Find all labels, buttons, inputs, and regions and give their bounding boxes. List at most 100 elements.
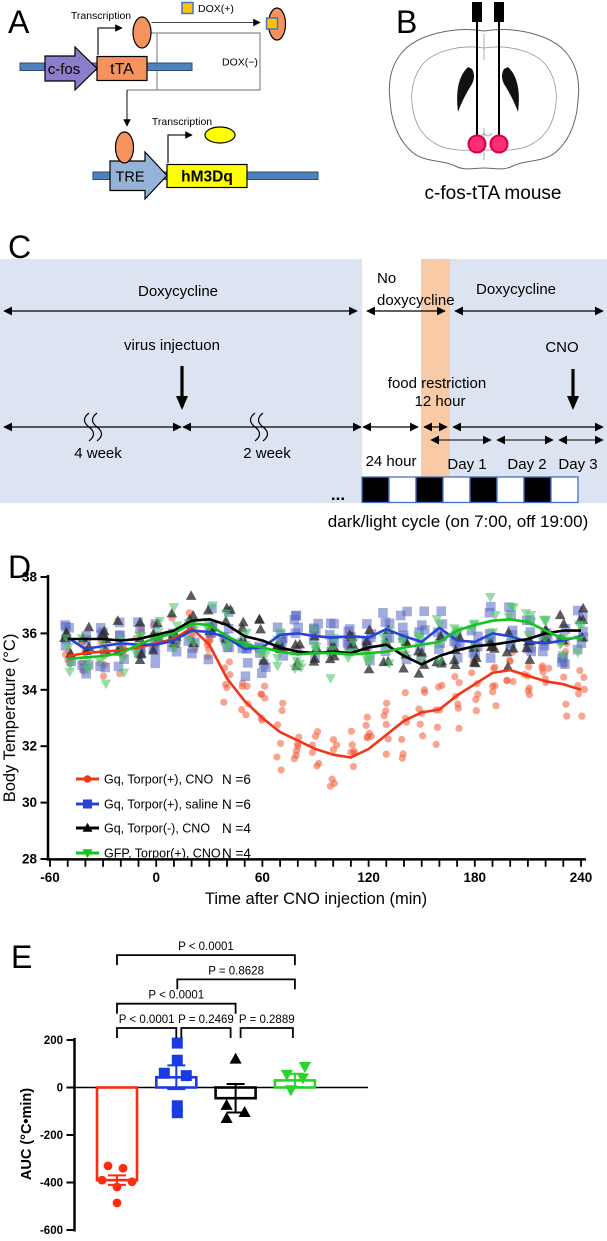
scatter-point	[378, 608, 388, 618]
legend-n-label: N =4	[222, 821, 251, 836]
light-phase-square	[388, 476, 417, 504]
scatter-point	[503, 612, 515, 623]
left-injection-site	[467, 134, 487, 154]
scatter-point	[431, 615, 443, 625]
scatter-point	[134, 654, 146, 665]
scatter-point	[415, 657, 427, 668]
scatter-point	[363, 713, 371, 721]
scatter-point	[468, 669, 476, 677]
scatter-point	[254, 613, 265, 624]
scatter-point	[277, 766, 285, 774]
scatter-point	[136, 648, 147, 658]
scatter-point	[257, 690, 265, 698]
e-data-point	[220, 1111, 233, 1123]
legend-label: Gq, Torpor(+), CNO	[104, 773, 213, 787]
scatter-point	[434, 657, 445, 668]
panel-d-label: D	[8, 549, 31, 585]
e-y-axis-title: AUC (°C•min)	[19, 1088, 35, 1180]
light-phase-square	[496, 476, 525, 504]
d-y-tick-label: 34	[22, 682, 38, 697]
scatter-point	[185, 590, 197, 600]
food-restriction-band	[421, 259, 450, 503]
scatter-point	[398, 622, 408, 633]
d-y-axis-title: Body Temperature (°C)	[1, 634, 19, 803]
scatter-point	[415, 705, 423, 713]
scatter-point	[240, 671, 251, 682]
no-dox-label-line1: No	[377, 270, 396, 287]
right-ventricle	[502, 67, 519, 112]
scatter-point	[224, 640, 235, 650]
e-p-value-label: P < 0.0001	[148, 990, 204, 1002]
dox-bound-square	[265, 17, 279, 30]
no-dox-label-line2: doxycycline	[377, 292, 455, 309]
scatter-point	[538, 664, 546, 672]
panel-a-label: A	[8, 4, 30, 40]
e-p-value-label: P = 0.2889	[239, 1014, 295, 1026]
day2-label: Day 2	[507, 456, 546, 473]
scatter-point	[563, 712, 571, 720]
scatter-point	[154, 616, 165, 627]
scatter-point	[241, 628, 252, 639]
scatter-point	[490, 611, 501, 621]
scatter-point	[554, 609, 566, 620]
scatter-point	[343, 639, 354, 650]
scatter-point	[509, 677, 517, 686]
scatter-point	[419, 606, 430, 617]
dark-phase-square	[415, 476, 444, 504]
e-sig-bracket	[239, 1027, 294, 1038]
dox-minus-feedback-line	[127, 32, 261, 91]
scatter-point	[94, 657, 106, 668]
scatter-point	[432, 740, 440, 749]
e-y-tick-label: -200	[40, 1130, 63, 1142]
e-data-point	[127, 1177, 137, 1187]
scatter-point	[418, 732, 427, 740]
day1-label: Day 1	[447, 456, 486, 473]
e-p-value-label: P < 0.0001	[178, 941, 234, 953]
scatter-point	[489, 643, 500, 653]
transcription-label-2: Transcription	[152, 116, 212, 128]
scatter-point	[398, 754, 407, 762]
panel-b-brain-injection: B c-fos-tTA mouse	[388, 2, 580, 204]
scatter-point	[278, 651, 289, 661]
scatter-point	[188, 639, 200, 649]
scatter-point	[150, 658, 161, 669]
scatter-point	[260, 682, 269, 690]
dark-phase-square	[469, 476, 498, 504]
scatter-point	[168, 603, 180, 613]
e-data-point	[229, 1052, 242, 1064]
scatter-point	[255, 623, 266, 634]
scatter-point	[491, 663, 499, 671]
scatter-point	[525, 663, 533, 671]
scatter-point	[416, 720, 424, 728]
scatter-point	[365, 729, 374, 737]
scatter-point	[329, 736, 338, 744]
legend-marker	[83, 799, 92, 809]
scatter-point	[434, 683, 443, 691]
scatter-point	[362, 619, 372, 629]
scatter-point	[325, 618, 336, 629]
scatter-point	[348, 638, 359, 648]
scatter-point	[523, 631, 534, 641]
scatter-point	[242, 711, 250, 719]
scatter-point	[310, 645, 321, 656]
scatter-point	[258, 647, 269, 658]
e-data-point	[238, 1106, 251, 1118]
e-p-value-label: P = 0.8628	[208, 965, 264, 977]
scatter-point	[560, 624, 571, 634]
e-data-point	[103, 1161, 113, 1171]
dark-phase-square	[361, 476, 390, 504]
d-x-tick-label: 0	[152, 870, 160, 885]
timeline-break-mark-2a	[249, 412, 261, 442]
scatter-point	[452, 653, 463, 663]
panel-b-caption: c-fos-tTA mouse	[425, 183, 562, 204]
scatter-point	[539, 640, 550, 651]
hm3dq-gene-box	[166, 163, 248, 189]
scatter-point	[382, 750, 390, 758]
e-bar-1	[95, 1086, 139, 1182]
scatter-point	[485, 592, 496, 603]
scatter-point	[294, 638, 306, 649]
e-sig-bracket	[176, 978, 296, 990]
e-p-value-label: P < 0.0001	[119, 1014, 175, 1026]
e-data-point	[171, 1054, 183, 1066]
d-mean-line-2	[67, 626, 582, 651]
